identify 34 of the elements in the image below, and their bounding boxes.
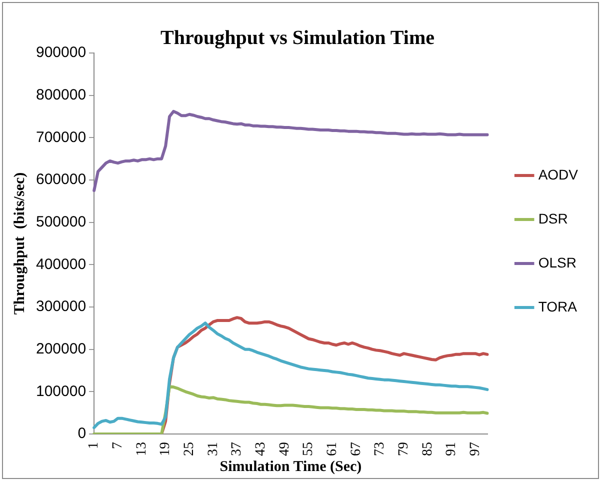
y-tick-label: 500000 — [36, 213, 86, 230]
x-tick-label: 49 — [277, 442, 292, 456]
x-tick-label: 43 — [254, 442, 269, 456]
chart-title: Throughput vs Simulation Time — [160, 27, 435, 50]
x-tick-label: 67 — [348, 442, 364, 456]
x-tick-label: 97 — [468, 442, 484, 456]
y-tick-label: 900000 — [36, 44, 86, 62]
x-tick-label: 13 — [134, 442, 150, 456]
x-tick-label: 73 — [372, 442, 388, 456]
x-tick-label: 31 — [206, 442, 221, 456]
x-tick-label: 85 — [420, 442, 436, 456]
x-tick-label: 55 — [301, 442, 316, 456]
legend-label: OLSR — [538, 254, 576, 270]
y-tick-label: 100000 — [36, 382, 86, 400]
x-tick-label: 91 — [444, 442, 460, 456]
x-tick-label: 1 — [86, 442, 102, 449]
y-tick-label: 300000 — [36, 298, 86, 316]
x-tick-label: 61 — [325, 442, 340, 456]
x-tick-label: 37 — [230, 442, 245, 456]
x-tick-label: 19 — [158, 442, 174, 456]
y-axis-title: Throughput (bits/sec) — [12, 172, 28, 315]
legend-label: TORA — [538, 298, 578, 314]
y-tick-label: 800000 — [36, 86, 86, 104]
y-tick-label: 600000 — [36, 171, 86, 188]
legend-label: DSR — [538, 210, 568, 226]
y-tick-label: 400000 — [36, 256, 86, 273]
y-tick-label: 200000 — [36, 340, 86, 358]
y-tick-label: 0 — [78, 425, 86, 442]
x-tick-label: 7 — [110, 442, 126, 449]
y-tick-label: 700000 — [36, 128, 86, 146]
x-tick-label: 25 — [182, 442, 198, 456]
x-tick-label: 79 — [396, 442, 412, 456]
x-axis-title: Simulation Time (Sec) — [220, 458, 362, 475]
legend-label: AODV — [538, 166, 579, 182]
